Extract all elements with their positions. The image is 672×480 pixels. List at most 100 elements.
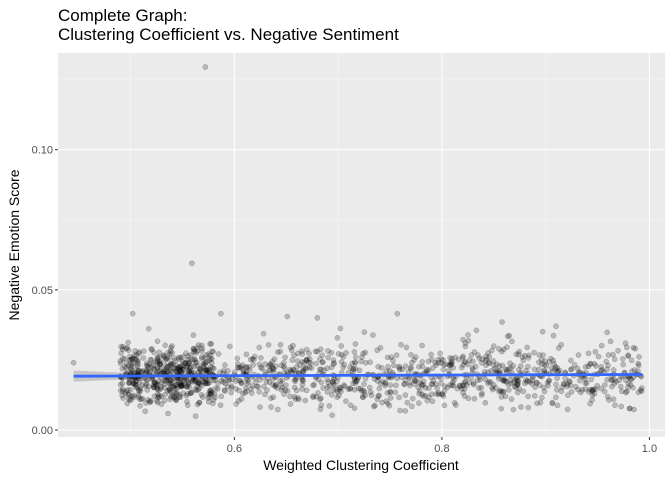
scatter-point bbox=[270, 366, 277, 372]
scatter-point bbox=[181, 360, 188, 367]
scatter-point bbox=[398, 341, 404, 348]
scatter-point bbox=[162, 391, 168, 398]
scatter-point bbox=[425, 358, 432, 365]
scatter-point bbox=[619, 388, 625, 395]
scatter-point bbox=[401, 380, 408, 387]
scatter-point bbox=[406, 380, 413, 386]
scatter-point bbox=[297, 361, 303, 368]
y-tick-label: 0.00 bbox=[32, 425, 53, 437]
scatter-point bbox=[503, 379, 510, 385]
scatter-point bbox=[504, 367, 510, 373]
scatter-point bbox=[119, 380, 126, 387]
scatter-point bbox=[179, 359, 186, 365]
scatter-point bbox=[127, 365, 134, 371]
scatter-point bbox=[330, 378, 336, 385]
scatter-point bbox=[393, 382, 399, 389]
scatter-point bbox=[360, 394, 366, 401]
scatter-point bbox=[287, 366, 293, 373]
scatter-point bbox=[358, 388, 365, 394]
scatter-point bbox=[493, 367, 500, 374]
scatter-point bbox=[150, 384, 157, 390]
scatter-point bbox=[215, 351, 222, 357]
scatter-point bbox=[416, 390, 422, 397]
scatter-point bbox=[175, 379, 182, 386]
scatter-point bbox=[330, 380, 337, 387]
scatter-point bbox=[151, 365, 157, 372]
scatter-point bbox=[162, 362, 169, 369]
scatter-point bbox=[378, 365, 385, 371]
scatter-point bbox=[287, 393, 293, 400]
scatter-point bbox=[202, 361, 208, 368]
scatter-point bbox=[171, 393, 177, 400]
scatter-point bbox=[330, 361, 337, 367]
scatter-point bbox=[606, 397, 612, 403]
scatter-point bbox=[142, 383, 149, 389]
scatter-point bbox=[508, 365, 514, 371]
scatter-point bbox=[299, 386, 305, 392]
scatter-point bbox=[206, 388, 213, 394]
scatter-point bbox=[172, 396, 179, 403]
scatter-point bbox=[448, 359, 454, 366]
scatter-point bbox=[331, 382, 338, 389]
scatter-point bbox=[263, 379, 270, 385]
scatter-point bbox=[139, 395, 146, 402]
scatter-point bbox=[169, 384, 175, 390]
scatter-point bbox=[162, 357, 169, 364]
scatter-point bbox=[462, 359, 469, 365]
scatter-point bbox=[549, 400, 556, 407]
scatter-point bbox=[287, 368, 294, 374]
scatter-point bbox=[234, 355, 241, 362]
scatter-point bbox=[244, 388, 250, 394]
scatter-point bbox=[552, 366, 559, 373]
scatter-point bbox=[324, 389, 331, 395]
scatter-point bbox=[306, 364, 313, 371]
scatter-point bbox=[465, 361, 471, 368]
scatter-point bbox=[151, 366, 158, 373]
scatter-point bbox=[366, 384, 373, 391]
scatter-point bbox=[553, 381, 559, 388]
scatter-point bbox=[158, 401, 165, 407]
scatter-point bbox=[426, 385, 432, 391]
scatter-point bbox=[220, 367, 227, 374]
scatter-point bbox=[236, 387, 242, 394]
scatter-point bbox=[585, 363, 592, 370]
scatter-point bbox=[340, 354, 347, 360]
scatter-point bbox=[215, 380, 221, 387]
scatter-point bbox=[202, 354, 208, 361]
scatter-point bbox=[206, 368, 213, 375]
scatter-point bbox=[498, 394, 505, 400]
scatter-point bbox=[501, 377, 507, 384]
scatter-point bbox=[635, 362, 642, 369]
scatter-point bbox=[396, 394, 402, 401]
scatter-point bbox=[554, 365, 561, 371]
scatter-point bbox=[500, 377, 506, 384]
scatter-point bbox=[179, 382, 186, 389]
scatter-point bbox=[129, 380, 136, 387]
scatter-point bbox=[250, 361, 256, 368]
scatter-point bbox=[173, 390, 180, 396]
scatter-point bbox=[142, 408, 149, 415]
scatter-point bbox=[235, 397, 242, 404]
scatter-point bbox=[351, 405, 358, 411]
scatter-point bbox=[568, 357, 574, 364]
scatter-point bbox=[195, 342, 202, 348]
scatter-point bbox=[499, 319, 505, 325]
scatter-point bbox=[164, 388, 171, 394]
scatter-point bbox=[387, 389, 394, 396]
scatter-point bbox=[424, 397, 431, 404]
scatter-point bbox=[408, 364, 414, 371]
scatter-point bbox=[177, 380, 183, 386]
scatter-point bbox=[295, 396, 302, 403]
scatter-point bbox=[451, 400, 458, 406]
scatter-point bbox=[325, 379, 332, 385]
scatter-point bbox=[317, 356, 323, 362]
scatter-point bbox=[554, 375, 560, 381]
x-tick-label: 1.0 bbox=[642, 443, 657, 455]
scatter-point bbox=[496, 346, 502, 352]
plot-panel bbox=[58, 53, 665, 437]
scatter-point bbox=[582, 386, 589, 392]
scatter-point bbox=[147, 397, 153, 404]
gridlines bbox=[58, 53, 665, 437]
scatter-point bbox=[129, 356, 135, 363]
scatter-point bbox=[117, 358, 124, 364]
